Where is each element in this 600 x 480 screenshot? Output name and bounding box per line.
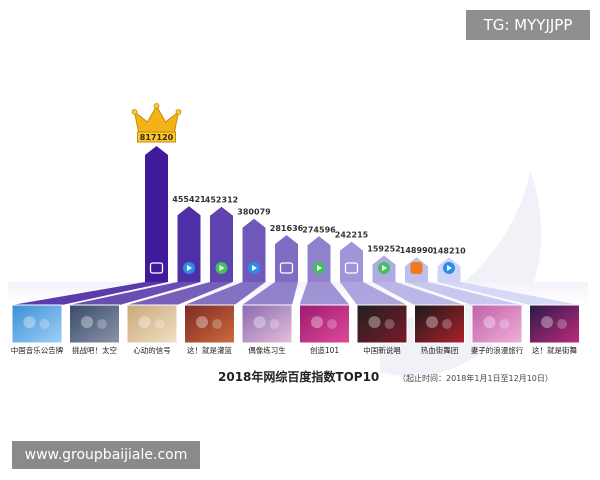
poster-figure <box>426 316 438 329</box>
category-label-8: 热血街舞团 <box>421 345 459 355</box>
show-poster-3 <box>126 304 178 344</box>
crown-shape <box>133 104 180 133</box>
crown-jewel <box>131 109 138 115</box>
connector-6 <box>299 282 350 305</box>
iqiyi-icon <box>344 262 359 274</box>
connector-7 <box>340 282 407 305</box>
show-poster-6 <box>299 304 350 344</box>
show-poster-5 <box>241 304 293 344</box>
value-label-9: 148990 <box>400 246 434 255</box>
poster-figure <box>81 316 93 329</box>
show-poster-1 <box>11 304 63 344</box>
mango-tv-icon <box>410 262 423 274</box>
poster-figure <box>442 319 452 329</box>
show-poster-2 <box>69 304 120 344</box>
value-label-10: 148210 <box>432 246 466 255</box>
show-poster-4 <box>184 304 235 344</box>
crown-jewel <box>175 109 182 115</box>
poster-figure <box>23 316 36 329</box>
value-label-2: 455421 <box>172 195 206 204</box>
chart-title: 2018年网综百度指数TOP10 <box>218 369 379 384</box>
tencent-play-glyph <box>317 265 322 271</box>
connector-3 <box>127 282 233 305</box>
poster-figure <box>483 316 496 329</box>
poster-figure <box>196 316 208 329</box>
value-label-5: 281636 <box>270 224 304 233</box>
poster-figure <box>212 319 222 329</box>
category-label-layer: 中国音乐公告牌 挑战吧！太空 心动的信号 这！就是灌篮 偶像练习生 创造101 中国新说唱 热… <box>11 345 578 355</box>
category-label-10: 这！就是街舞 <box>532 345 577 355</box>
value-label-6: 274596 <box>302 225 336 234</box>
poster-figure <box>253 316 266 329</box>
show-poster-10 <box>529 304 580 344</box>
bar-7 <box>340 241 363 282</box>
tencent-play-glyph <box>219 265 225 271</box>
show-poster-7 <box>356 304 408 344</box>
connector-layer <box>8 282 588 305</box>
connector-5 <box>242 282 298 305</box>
bar-3 <box>210 206 233 282</box>
poster-figure <box>541 316 553 329</box>
category-label-6: 创造101 <box>310 345 340 355</box>
poster-figure <box>311 316 323 329</box>
show-poster-8 <box>414 304 465 344</box>
crown-icon <box>131 103 182 143</box>
poster-figure <box>557 319 567 329</box>
youku-play-glyph <box>187 265 192 271</box>
bar-6 <box>307 236 331 282</box>
poster-figure <box>97 319 107 329</box>
poster-figure <box>499 319 510 329</box>
poster-figure <box>384 319 395 329</box>
category-label-7: 中国新说唱 <box>363 345 401 355</box>
crown-jewel <box>153 103 160 109</box>
category-label-4: 这！就是灌篮 <box>187 345 232 355</box>
value-label-7: 242215 <box>335 231 369 240</box>
connector-1 <box>12 282 168 305</box>
value-label-4: 380079 <box>237 208 271 217</box>
crown-band <box>137 131 176 143</box>
poster-figure <box>368 316 381 329</box>
value-label-3: 452312 <box>205 196 238 205</box>
show-poster-9 <box>471 304 523 344</box>
iqiyi-icon <box>279 262 294 274</box>
poster-figure <box>269 319 280 329</box>
iqiyi-icon <box>149 262 164 274</box>
value-label-8: 159252 <box>367 244 400 253</box>
poster-figure <box>154 319 165 329</box>
poster-figure <box>39 319 50 329</box>
youku-play-glyph <box>447 265 452 271</box>
category-label-9: 妻子的浪漫旅行 <box>471 345 524 355</box>
watermark-bottom-left: www.groupbaijiale.com <box>12 441 200 469</box>
youku-play-glyph <box>252 265 257 271</box>
bar-4 <box>242 218 266 282</box>
connector-4 <box>184 282 266 305</box>
bar-2 <box>177 206 201 282</box>
value-label-1: 817120 <box>140 133 174 142</box>
connector-2 <box>69 282 201 305</box>
connector-8 <box>372 282 465 305</box>
connector-9 <box>405 282 522 305</box>
bar-1 <box>145 146 168 282</box>
chart-subtitle: （起止时间：2018年1月1日至12月10日） <box>398 373 553 383</box>
watermark-top-right: TG: MYYJJPP <box>466 10 590 40</box>
bar-5 <box>275 235 298 282</box>
tencent-play-glyph <box>382 265 387 271</box>
category-label-2: 挑战吧！太空 <box>72 345 117 355</box>
category-label-1: 中国音乐公告牌 <box>11 345 64 355</box>
poster-figure <box>138 316 151 329</box>
thumbnail-layer <box>11 304 580 344</box>
poster-figure <box>327 319 337 329</box>
category-label-5: 偶像练习生 <box>248 345 286 355</box>
connector-10 <box>437 282 580 305</box>
category-label-3: 心动的信号 <box>133 345 171 355</box>
